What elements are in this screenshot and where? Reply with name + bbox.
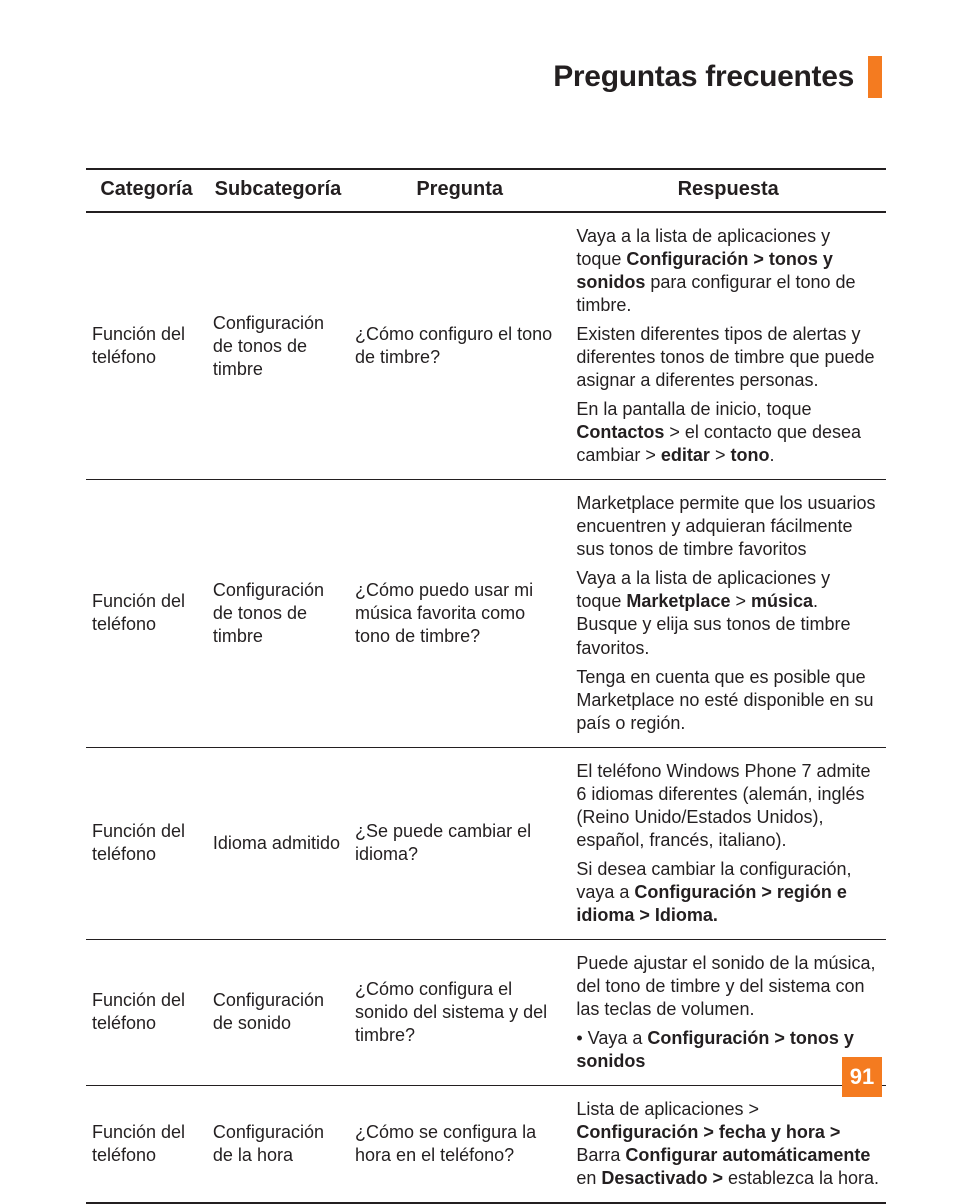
cell-subcategoria: Configuración de tonos de timbre — [207, 480, 349, 747]
cell-pregunta: ¿Cómo configura el sonido del sistema y … — [349, 939, 570, 1085]
cell-categoria: Función del teléfono — [86, 747, 207, 939]
cell-pregunta: ¿Cómo puedo usar mi música favorita como… — [349, 480, 570, 747]
col-header-categoria: Categoría — [86, 169, 207, 212]
page-title: Preguntas frecuentes — [553, 60, 854, 94]
cell-respuesta: Lista de aplicaciones > Configuración > … — [570, 1086, 886, 1204]
page-number-badge: 91 — [842, 1057, 882, 1097]
cell-pregunta: ¿Se puede cambiar el idioma? — [349, 747, 570, 939]
cell-subcategoria: Configuración de la hora — [207, 1086, 349, 1204]
cell-pregunta: ¿Cómo configuro el tono de timbre? — [349, 212, 570, 480]
table-row: Función del teléfonoConfiguración de ton… — [86, 212, 886, 480]
cell-respuesta: El teléfono Windows Phone 7 admite 6 idi… — [570, 747, 886, 939]
faq-table-body: Función del teléfonoConfiguración de ton… — [86, 212, 886, 1203]
cell-pregunta: ¿Cómo se configura la hora en el teléfon… — [349, 1086, 570, 1204]
col-header-respuesta: Respuesta — [570, 169, 886, 212]
page-number: 91 — [850, 1064, 874, 1090]
faq-table: Categoría Subcategoría Pregunta Respuest… — [86, 168, 886, 1204]
table-row: Función del teléfonoConfiguración de la … — [86, 1086, 886, 1204]
page-header: Preguntas frecuentes — [553, 56, 882, 98]
table-row: Función del teléfonoConfiguración de ton… — [86, 480, 886, 747]
table-row: Función del teléfonoIdioma admitido¿Se p… — [86, 747, 886, 939]
cell-categoria: Función del teléfono — [86, 939, 207, 1085]
col-header-subcategoria: Subcategoría — [207, 169, 349, 212]
cell-subcategoria: Configuración de tonos de timbre — [207, 212, 349, 480]
cell-categoria: Función del teléfono — [86, 212, 207, 480]
col-header-pregunta: Pregunta — [349, 169, 570, 212]
accent-bar — [868, 56, 882, 98]
cell-respuesta: Puede ajustar el sonido de la música, de… — [570, 939, 886, 1085]
table-row: Función del teléfonoConfiguración de son… — [86, 939, 886, 1085]
cell-respuesta: Vaya a la lista de aplicaciones y toque … — [570, 212, 886, 480]
table-header-row: Categoría Subcategoría Pregunta Respuest… — [86, 169, 886, 212]
cell-subcategoria: Configuración de sonido — [207, 939, 349, 1085]
cell-categoria: Función del teléfono — [86, 1086, 207, 1204]
cell-respuesta: Marketplace permite que los usuarios enc… — [570, 480, 886, 747]
cell-categoria: Función del teléfono — [86, 480, 207, 747]
cell-subcategoria: Idioma admitido — [207, 747, 349, 939]
